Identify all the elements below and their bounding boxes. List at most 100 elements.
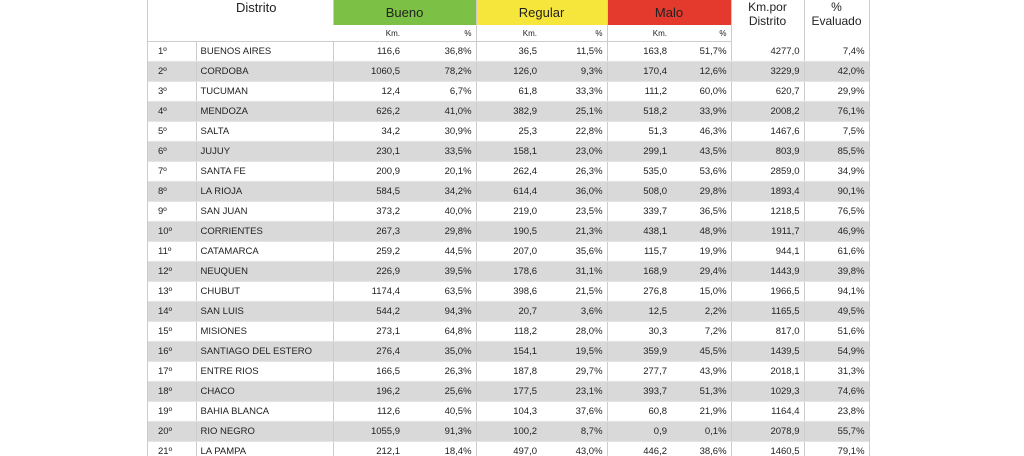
value-cell: 393,7 [607, 381, 672, 402]
value-cell: 36,0% [541, 181, 608, 202]
subheader-cell: % [671, 25, 732, 42]
value-cell: 19,9% [671, 241, 732, 262]
value-cell: 115,7 [607, 241, 672, 262]
table-row: 14º SAN LUIS 544,2 94,3% 20,7 3,6% 12,5 2,2% 116… [148, 301, 869, 322]
value-cell: 276,8 [607, 281, 672, 302]
value-cell: 34,9% [804, 161, 869, 182]
value-cell: 34,2% [404, 181, 477, 202]
table-row: 1º BUENOS AIRES 116,6 36,8% 36,5 11,5% 163,8 51… [148, 41, 869, 62]
district-cell: NEUQUEN [196, 261, 334, 282]
value-cell: 7,2% [671, 321, 732, 342]
header-regular: Regular [476, 0, 608, 25]
value-cell: 1893,4 [731, 181, 805, 202]
value-cell: 230,1 [333, 141, 405, 162]
value-cell: 28,0% [541, 321, 608, 342]
value-cell: 398,6 [476, 281, 542, 302]
header-row: Distrito Bueno Regular Malo Km.por Distr… [148, 0, 869, 42]
rank-cell: 16º [148, 341, 197, 362]
value-cell: 51,6% [804, 321, 869, 342]
header-km-distrito: Km.por Distrito [731, 0, 805, 42]
value-cell: 0,9 [607, 421, 672, 442]
value-cell: 1460,5 [731, 441, 805, 456]
value-cell: 267,3 [333, 221, 405, 242]
value-cell: 53,6% [671, 161, 732, 182]
value-cell: 207,0 [476, 241, 542, 262]
value-cell: 1174,4 [333, 281, 405, 302]
value-cell: 79,1% [804, 441, 869, 456]
rank-cell: 12º [148, 261, 197, 282]
value-cell: 200,9 [333, 161, 405, 182]
rank-cell: 6º [148, 141, 197, 162]
district-cell: SAN LUIS [196, 301, 334, 322]
value-cell: 196,2 [333, 381, 405, 402]
district-cell: LA PAMPA [196, 441, 334, 456]
value-cell: 187,8 [476, 361, 542, 382]
value-cell: 126,0 [476, 61, 542, 82]
value-cell: 29,8% [671, 181, 732, 202]
value-cell: 40,5% [404, 401, 477, 422]
value-cell: 1029,3 [731, 381, 805, 402]
value-cell: 944,1 [731, 241, 805, 262]
value-cell: 23,8% [804, 401, 869, 422]
value-cell: 33,5% [404, 141, 477, 162]
rank-cell: 21º [148, 441, 197, 456]
value-cell: 61,6% [804, 241, 869, 262]
value-cell: 90,1% [804, 181, 869, 202]
value-cell: 6,7% [404, 81, 477, 102]
value-cell: 2018,1 [731, 361, 805, 382]
value-cell: 508,0 [607, 181, 672, 202]
value-cell: 23,0% [541, 141, 608, 162]
value-cell: 12,5 [607, 301, 672, 322]
value-cell: 544,2 [333, 301, 405, 322]
value-cell: 46,9% [804, 221, 869, 242]
value-cell: 219,0 [476, 201, 542, 222]
value-cell: 100,2 [476, 421, 542, 442]
value-cell: 154,1 [476, 341, 542, 362]
rank-cell: 7º [148, 161, 197, 182]
value-cell: 26,3% [541, 161, 608, 182]
value-cell: 33,3% [541, 81, 608, 102]
district-cell: CATAMARCA [196, 241, 334, 262]
table-row: 2º CORDOBA 1060,5 78,2% 126,0 9,3% 170,4 12,6% 3… [148, 61, 869, 82]
value-cell: 42,0% [804, 61, 869, 82]
value-cell: 29,4% [671, 261, 732, 282]
table-row: 4º MENDOZA 626,2 41,0% 382,9 25,1% 518,2 33,9% 2… [148, 101, 869, 122]
rank-cell: 4º [148, 101, 197, 122]
value-cell: 22,8% [541, 121, 608, 142]
value-cell: 25,1% [541, 101, 608, 122]
value-cell: 584,5 [333, 181, 405, 202]
value-cell: 64,8% [404, 321, 477, 342]
district-cell: ENTRE RIOS [196, 361, 334, 382]
value-cell: 61,8 [476, 81, 542, 102]
value-cell: 37,6% [541, 401, 608, 422]
value-cell: 51,3 [607, 121, 672, 142]
value-cell: 49,5% [804, 301, 869, 322]
table-row: 9º SAN JUAN 373,2 40,0% 219,0 23,5% 339,7 36,5%… [148, 201, 869, 222]
rank-cell: 8º [148, 181, 197, 202]
value-cell: 2,2% [671, 301, 732, 322]
value-cell: 170,4 [607, 61, 672, 82]
value-cell: 11,5% [541, 41, 608, 62]
value-cell: 74,6% [804, 381, 869, 402]
value-cell: 21,9% [671, 401, 732, 422]
table-row: 8º LA RIOJA 584,5 34,2% 614,4 36,0% 508,0 29,8%… [148, 181, 869, 202]
value-cell: 39,8% [804, 261, 869, 282]
district-cell: BUENOS AIRES [196, 41, 334, 62]
value-cell: 626,2 [333, 101, 405, 122]
value-cell: 111,2 [607, 81, 672, 102]
value-cell: 19,5% [541, 341, 608, 362]
value-cell: 78,2% [404, 61, 477, 82]
value-cell: 7,5% [804, 121, 869, 142]
value-cell: 12,6% [671, 61, 732, 82]
rank-cell: 9º [148, 201, 197, 222]
district-cell: SAN JUAN [196, 201, 334, 222]
value-cell: 2859,0 [731, 161, 805, 182]
value-cell: 535,0 [607, 161, 672, 182]
value-cell: 45,5% [671, 341, 732, 362]
value-cell: 1467,6 [731, 121, 805, 142]
value-cell: 44,5% [404, 241, 477, 262]
value-cell: 51,3% [671, 381, 732, 402]
district-cell: SALTA [196, 121, 334, 142]
district-cell: SANTIAGO DEL ESTERO [196, 341, 334, 362]
district-cell: CHUBUT [196, 281, 334, 302]
